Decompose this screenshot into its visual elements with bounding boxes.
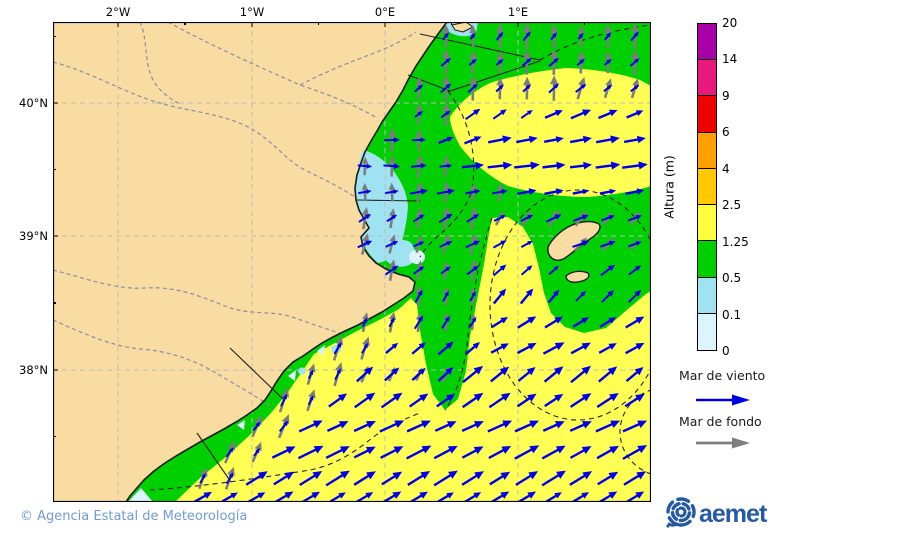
wind-sea-legend-label: Mar de viento: [679, 368, 766, 383]
y-tick-label: 40°N: [19, 96, 48, 110]
wind-sea-arrow-icon: [696, 394, 750, 406]
x-tick-label: 2°W: [105, 5, 131, 19]
y-tick-label: 39°N: [19, 229, 48, 243]
colorbar-tick-label: 0.5: [722, 271, 742, 286]
aemet-swirl-icon: [666, 497, 696, 528]
colorbar-segment: [698, 60, 716, 97]
colorbar-segment: [698, 205, 716, 242]
wave-height-colorbar: [697, 23, 717, 351]
colorbar-tick-label: 9: [722, 88, 730, 103]
colorbar-segment: [698, 241, 716, 278]
x-tick-label: 1°W: [239, 5, 265, 19]
colorbar-segment: [698, 96, 716, 133]
colorbar-title: Altura (m): [661, 155, 677, 219]
colorbar-segment: [698, 168, 716, 206]
y-tick-label: 38°N: [19, 363, 48, 377]
colorbar-tick-label: 2.5: [722, 198, 742, 213]
colorbar-tick-label: 1.25: [722, 234, 749, 249]
x-tick-label: 0°E: [374, 5, 396, 19]
x-tick-label: 1°E: [507, 5, 529, 19]
colorbar-tick-label: 14: [722, 52, 738, 67]
copyright-text: © Agencia Estatal de Meteorología: [20, 509, 248, 524]
swell-legend-label: Mar de fondo: [679, 414, 762, 429]
colorbar-segment: [698, 24, 716, 61]
colorbar-segment: [698, 132, 716, 169]
map-canvas: [53, 22, 651, 502]
aemet-wordmark: aemet: [699, 499, 767, 528]
colorbar-segment: [698, 313, 716, 350]
colorbar-tick-label: 20: [722, 16, 738, 30]
swell-arrow-icon: [696, 437, 750, 449]
aemet-logo: aemet: [663, 497, 767, 531]
colorbar-tick-label: 6: [722, 125, 730, 140]
colorbar-tick-label: 0.1: [722, 307, 742, 322]
colorbar-tick-label: 4: [722, 161, 730, 176]
colorbar-segment: [698, 277, 716, 314]
colorbar-tick-label: 0: [722, 344, 730, 358]
